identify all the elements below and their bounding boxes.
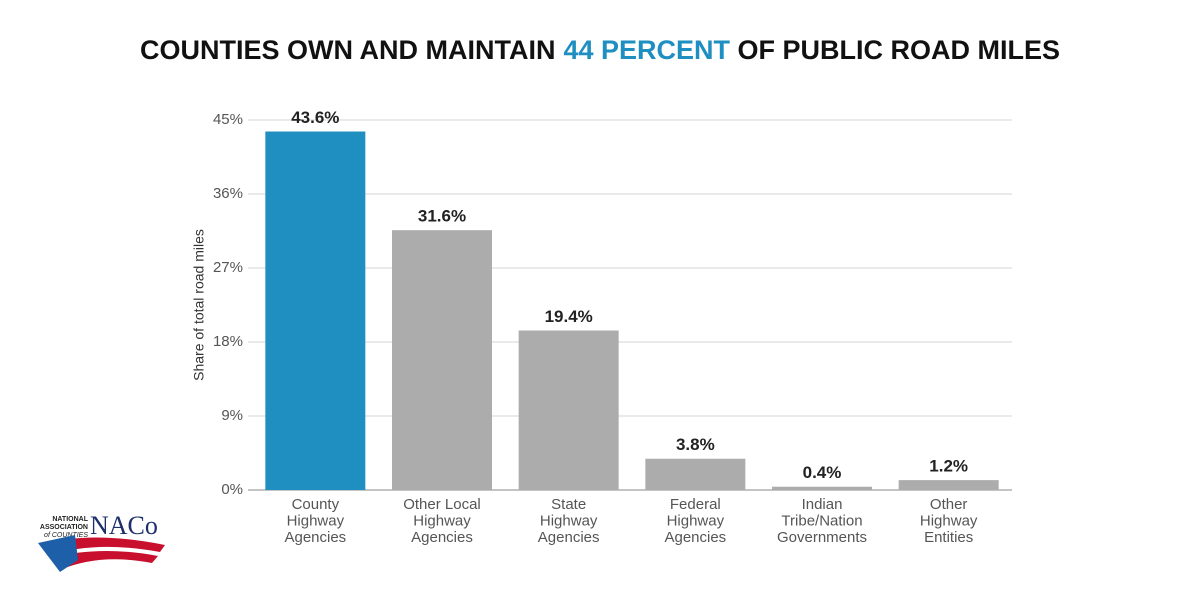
bar (518, 330, 619, 490)
value-label: 43.6% (291, 108, 339, 127)
x-tick-label: Federal (670, 496, 721, 513)
y-tick-label: 45% (213, 111, 243, 128)
value-label: 1.2% (929, 457, 968, 476)
x-tick-label: Highway (920, 512, 978, 529)
x-tick-label: Highway (413, 512, 471, 529)
logo-text: ASSOCIATION (40, 524, 88, 531)
y-tick-label: 9% (221, 407, 243, 424)
x-tick-label: Other (930, 496, 968, 513)
y-axis-label: Share of total road miles (191, 229, 207, 381)
x-tick-label: Highway (287, 512, 345, 529)
logo-mark: NACo (90, 511, 158, 540)
y-tick-label: 18% (213, 333, 243, 350)
x-tick-label: Entities (924, 529, 973, 546)
x-tick-label: State (551, 496, 586, 513)
x-tick-label: Agencies (411, 529, 473, 546)
logo: NATIONAL ASSOCIATION of COUNTIES NACo (38, 511, 165, 572)
x-tick-label: Governments (777, 529, 867, 546)
value-label: 31.6% (418, 207, 466, 226)
value-label: 3.8% (676, 435, 715, 454)
bar (265, 131, 366, 490)
title-part: OF PUBLIC ROAD MILES (738, 35, 1061, 65)
x-tick-label: County (292, 496, 340, 513)
bar (898, 480, 999, 490)
logo-text: NATIONAL (52, 516, 88, 523)
bar (645, 458, 746, 490)
bar (392, 230, 492, 490)
x-tick-label: Highway (540, 512, 598, 529)
y-tick-label: 36% (213, 185, 243, 202)
title-part: COUNTIES OWN AND MAINTAIN (140, 35, 555, 65)
x-tick-label: Highway (667, 512, 725, 529)
x-tick-label: Indian (802, 496, 843, 513)
x-tick-label: Other Local (403, 496, 481, 513)
value-label: 19.4% (545, 307, 593, 326)
title-highlight: 44 PERCENT (563, 35, 730, 65)
logo-field (38, 535, 78, 572)
x-tick-label: Agencies (284, 529, 346, 546)
value-label: 0.4% (803, 463, 842, 482)
x-tick-label: Agencies (664, 529, 726, 546)
logo-text: of COUNTIES (44, 532, 88, 539)
chart-title: COUNTIES OWN AND MAINTAIN 44 PERCENT OF PU… (140, 35, 1060, 65)
y-tick-label: 27% (213, 259, 243, 276)
x-tick-label: Tribe/Nation (781, 512, 862, 529)
bar (772, 486, 872, 490)
x-tick-label: Agencies (538, 529, 600, 546)
y-tick-label: 0% (221, 481, 243, 498)
